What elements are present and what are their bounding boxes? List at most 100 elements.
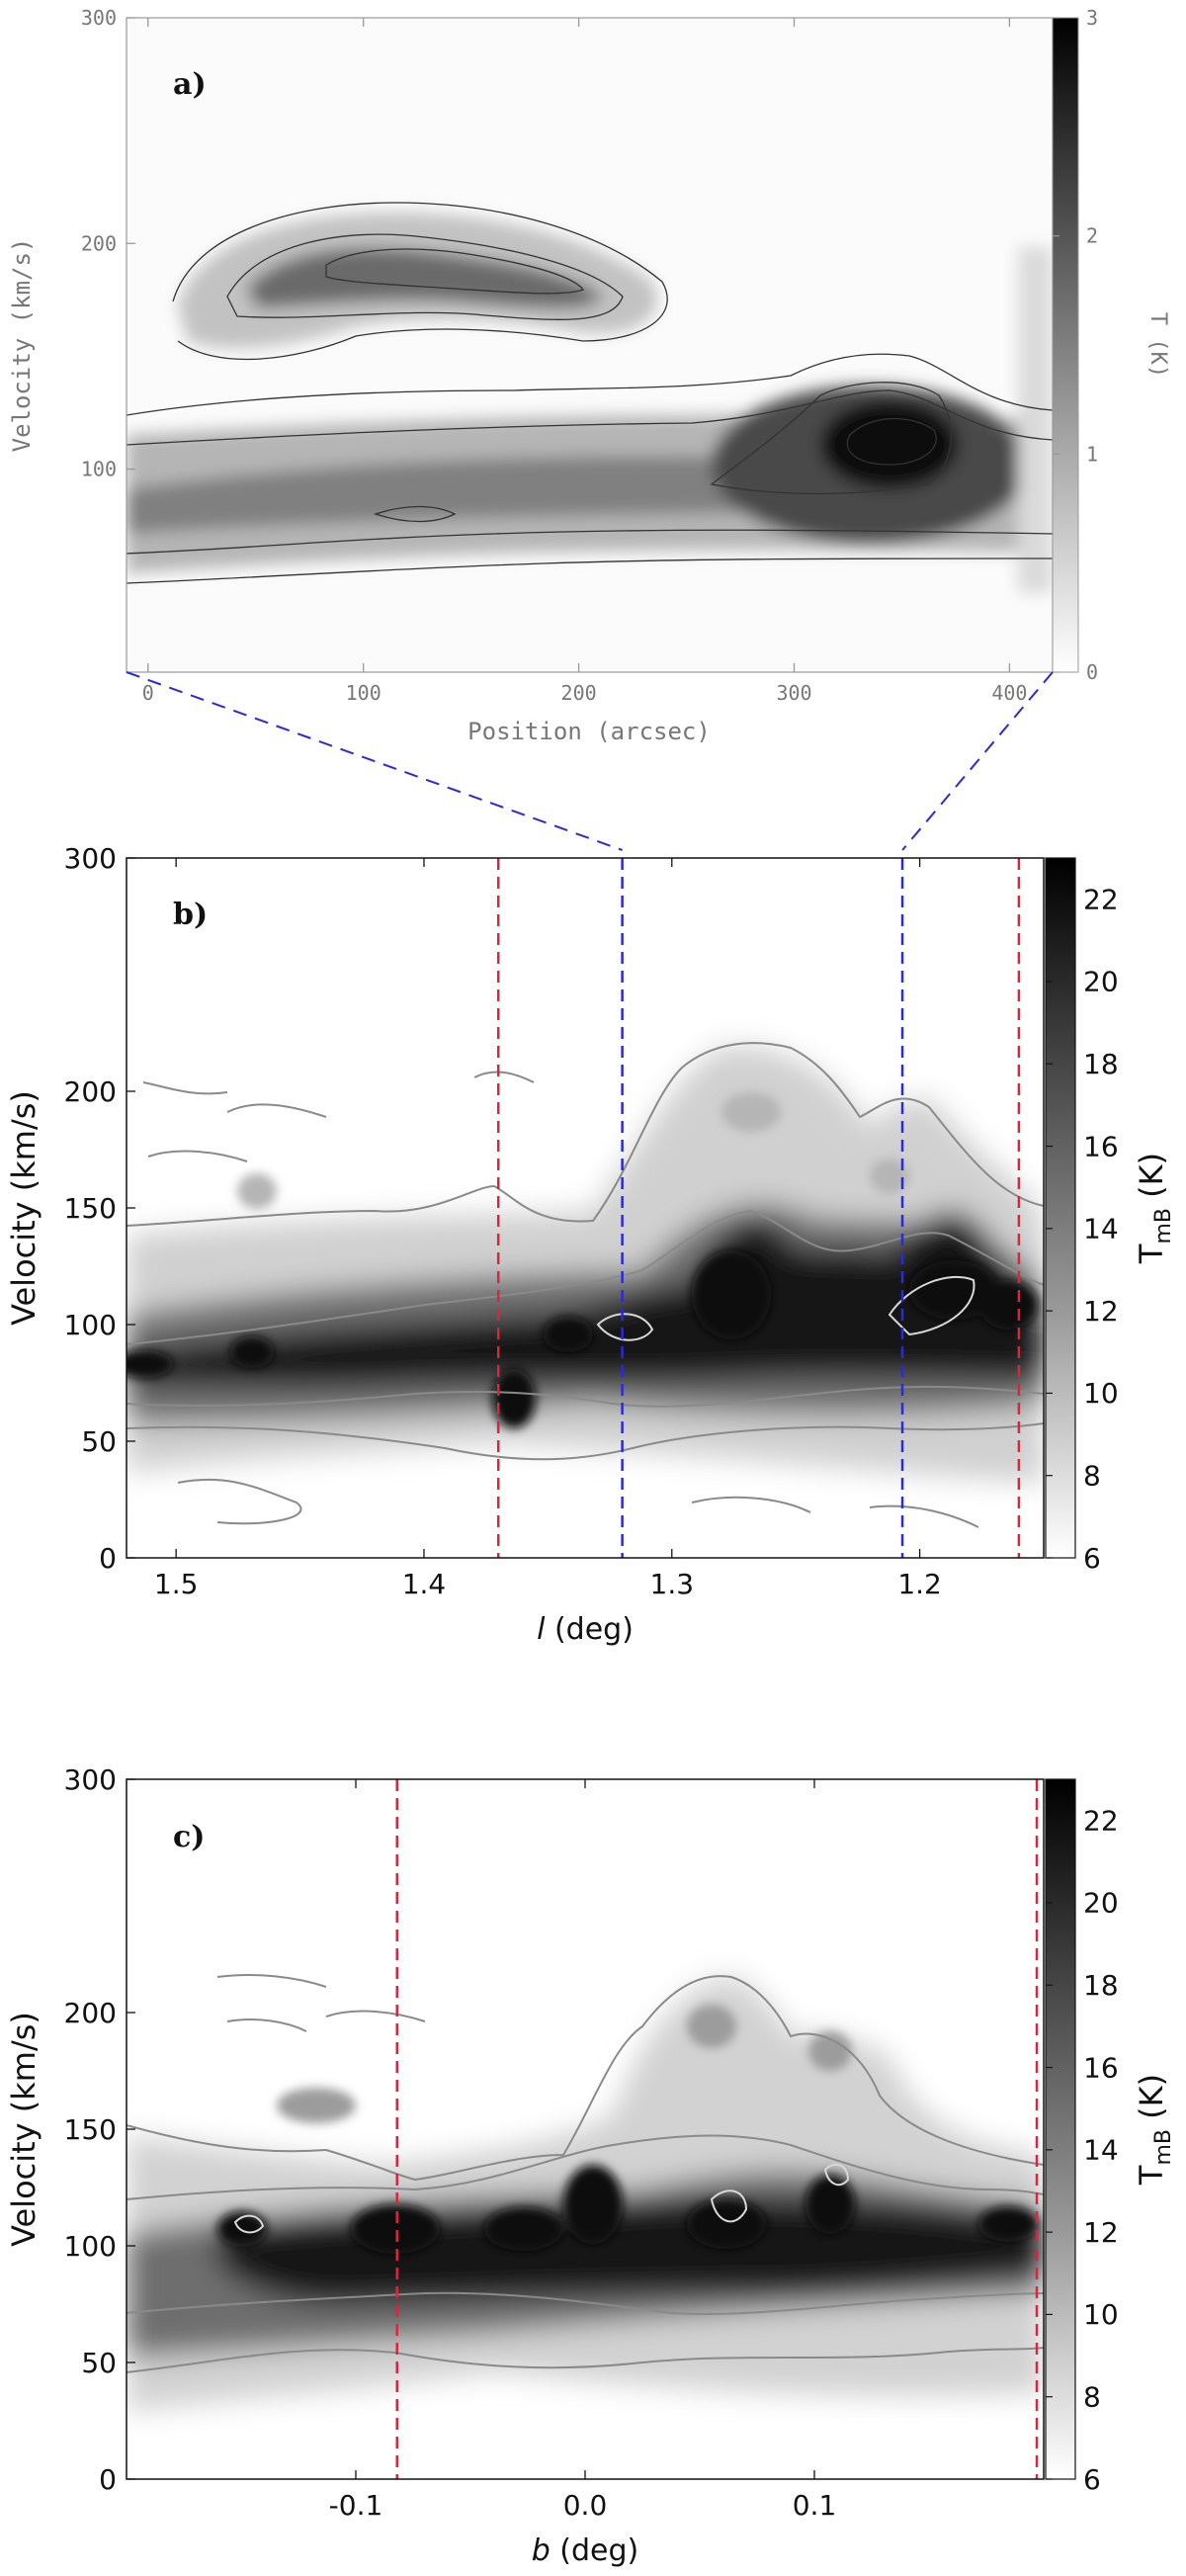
panel-b-contour (142, 1071, 979, 1528)
panel-a-contour (846, 417, 937, 466)
panel-c-ticks: -0.1 0.0 0.1 0 50 100 150 200 300 (64, 1763, 837, 2522)
panel-c-clump (805, 2175, 855, 2234)
panel-c-contour (127, 2134, 1044, 2200)
y-tick-label: 100 (81, 458, 117, 481)
colorbar-tick-label: 16 (1083, 2051, 1119, 2084)
panel-a-image (127, 202, 1053, 593)
panel-b: 1.5 1.4 1.3 1.2 0 50 100 150 200 300 b) l (deg) V… (5, 842, 1176, 1647)
colorbar-tick-label: 0 (1086, 660, 1098, 684)
panel-b-clump (544, 1317, 593, 1352)
panel-b-contour (127, 1209, 1044, 1345)
y-tick-label: 100 (64, 1309, 117, 1341)
panel-b-colorbar-ticks: 6 8 10 12 14 16 18 20 22 (1046, 883, 1119, 1575)
panel-c-inner-contour (710, 2190, 748, 2223)
panel-b-contour (127, 1042, 1044, 1227)
panel-a-clump-core (820, 400, 959, 489)
panel-b-colorbar-label-main: T (1133, 1244, 1170, 1264)
panel-a-right-edge (1018, 247, 1053, 593)
panel-b-clumps (127, 1250, 1038, 1428)
y-tick-label: 200 (64, 1075, 117, 1108)
panel-c-clumps (217, 2165, 1038, 2254)
panel-c-vlines (395, 1779, 1039, 2479)
panel-c-colorbar-label-unit: (K) (1133, 2074, 1170, 2129)
y-tick-label: 300 (64, 842, 117, 875)
panel-b-image (127, 1042, 1044, 1528)
colorbar-tick-label: 18 (1083, 1048, 1119, 1080)
x-tick-label: 100 (346, 681, 381, 705)
panel-b-contour (127, 1422, 1044, 1461)
panel-c-xlabel: b (deg) (532, 2533, 639, 2568)
colorbar-tick-label: 3 (1086, 6, 1098, 30)
colorbar-tick-label: 10 (1083, 1377, 1119, 1410)
panel-a-contour (127, 353, 1053, 416)
x-tick-label: 1.5 (154, 1568, 199, 1600)
y-tick-label: 150 (64, 2113, 117, 2146)
colorbar-tick-label: 1 (1086, 442, 1098, 466)
panel-c-clump (563, 2165, 623, 2244)
panel-a-contour (172, 202, 668, 361)
panel-a-contour (127, 558, 1053, 584)
panel-c-clump (978, 2206, 1038, 2242)
colorbar-tick-label: 20 (1083, 1887, 1119, 1920)
panel-c-clump (687, 2199, 766, 2249)
x-tick-label: 400 (991, 681, 1027, 705)
panel-c-contour (127, 2291, 1044, 2315)
panel-b-clump (492, 1369, 536, 1428)
panel-b-contours (127, 1042, 1044, 1528)
panel-b-xlabel-var: l (537, 1612, 546, 1647)
colorbar-tick-label: 6 (1083, 1542, 1101, 1575)
panel-b-blobs (237, 1092, 909, 1209)
panel-c-inner-contour (823, 2163, 850, 2187)
panel-b-clump (692, 1250, 771, 1339)
panel-b-clump (230, 1336, 274, 1368)
panel-b-label: b) (173, 898, 208, 932)
panel-a-contour (325, 248, 585, 295)
panel-a-ticks: 0 100 200 300 400 100 200 300 (81, 6, 1028, 705)
panel-c-contour (127, 2347, 1044, 2373)
colorbar-tick-label: 14 (1083, 2134, 1119, 2167)
colorbar-tick-label: 14 (1083, 1213, 1119, 1245)
x-tick-label: 1.4 (402, 1568, 447, 1600)
x-tick-label: 0.0 (563, 2489, 608, 2522)
panel-a-label: a) (173, 67, 207, 102)
zoom-connector-right (901, 671, 1054, 851)
panel-c-xlabel-var: b (532, 2533, 551, 2568)
panel-c-image (127, 1974, 1044, 2412)
panel-c-clump (351, 2204, 440, 2254)
x-tick-label: 0.1 (793, 2489, 837, 2522)
panel-c-inner-contours (233, 2163, 850, 2234)
panel-c-ylabel: Velocity (km/s) (5, 2012, 42, 2247)
panel-c-clump (217, 2211, 267, 2247)
panel-a-colorbar-ticks: 0 1 2 3 (1053, 6, 1098, 684)
panel-b-ylabel: Velocity (km/s) (5, 1090, 42, 1326)
panel-a-contours (127, 202, 1053, 584)
panel-c-contour (216, 1974, 426, 2032)
panel-b-contour (127, 1385, 1044, 1408)
panel-a-contour (373, 505, 457, 523)
panel-c-inner-contour (233, 2214, 265, 2234)
panel-b-ticks: 1.5 1.4 1.3 1.2 0 50 100 150 200 300 (64, 842, 942, 1600)
panel-c-label: c) (173, 1820, 205, 1854)
panel-b-colorbar-label-unit: (K) (1133, 1153, 1170, 1208)
colorbar-tick-label: 16 (1083, 1130, 1119, 1162)
panel-a-contour (127, 389, 1053, 446)
panel-c: -0.1 0.0 0.1 0 50 100 150 200 300 c) b (deg) Vel… (5, 1763, 1176, 2568)
y-tick-label: 50 (81, 2347, 117, 2379)
panel-a-contour (710, 382, 952, 495)
colorbar-tick-label: 12 (1083, 1295, 1119, 1328)
y-tick-label: 200 (64, 1997, 117, 2029)
x-tick-label: 200 (561, 681, 597, 705)
panel-c-contours (127, 1974, 1044, 2373)
y-tick-label: 100 (64, 2230, 117, 2263)
panel-c-contour (127, 1975, 1044, 2182)
x-tick-label: 300 (776, 681, 811, 705)
colorbar-tick-label: 8 (1083, 2381, 1101, 2414)
y-tick-label: 50 (81, 1425, 117, 1458)
y-tick-label: 150 (64, 1192, 117, 1225)
y-tick-label: 200 (81, 231, 117, 255)
panel-a-contour (127, 529, 1053, 555)
colorbar-tick-label: 8 (1083, 1460, 1101, 1493)
panel-b-inner-contour (596, 1313, 654, 1341)
panel-c-xlabel-unit: (deg) (551, 2533, 639, 2568)
colorbar-tick-label: 6 (1083, 2463, 1101, 2496)
